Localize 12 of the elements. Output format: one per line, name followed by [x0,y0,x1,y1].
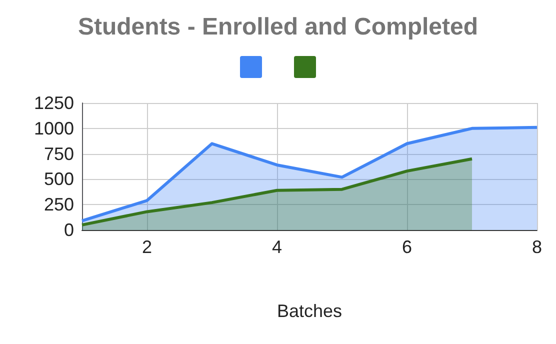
x-tick-label: 2 [142,237,152,257]
x-axis-title: Batches [276,301,342,321]
y-tick-label: 1000 [34,118,74,138]
x-tick-label: 6 [402,237,412,257]
y-tick-label: 0 [64,220,74,240]
y-tick-label: 1250 [34,93,74,113]
chart-title: Students - Enrolled and Completed [78,14,478,40]
y-tick-label: 500 [44,169,74,190]
y-tick-label: 750 [44,144,74,164]
y-tick-label: 250 [44,194,74,215]
x-tick-label: 8 [532,237,542,257]
x-tick-label: 4 [272,237,282,257]
